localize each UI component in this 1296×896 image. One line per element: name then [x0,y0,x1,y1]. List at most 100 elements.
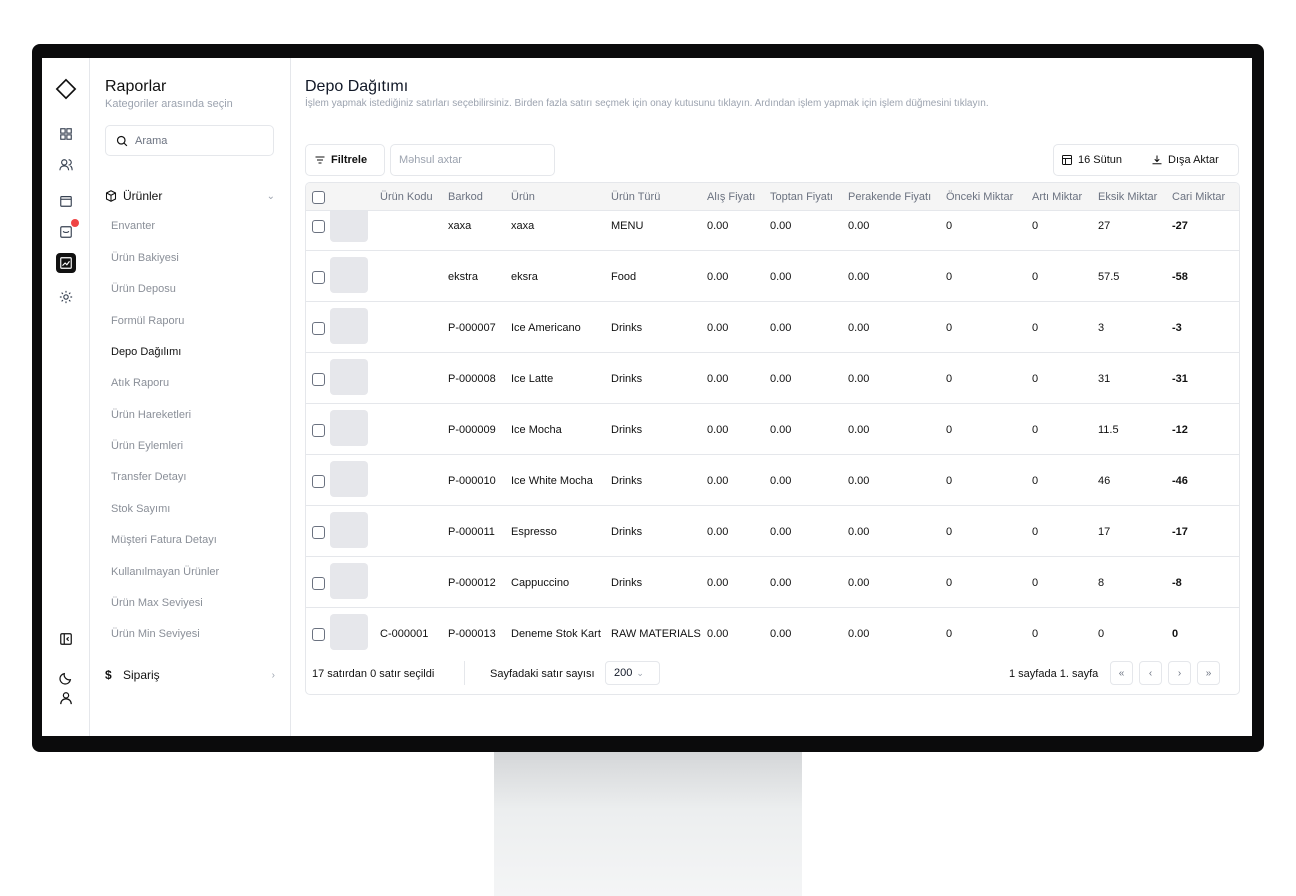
cell-retail-price: 0.00 [848,577,870,589]
row-checkbox[interactable] [312,373,325,386]
product-search-input[interactable] [390,144,555,176]
nav-item-urun-deposu[interactable]: Ürün Deposu [111,283,176,295]
table-row[interactable]: P-000011 Espresso Drinks 0.00 0.00 0.00 … [306,506,1239,557]
theme-icon[interactable] [56,668,76,688]
row-checkbox[interactable] [312,577,325,590]
col-barkod[interactable]: Barkod [448,191,483,203]
nav-item-urun-bakiyesi[interactable]: Ürün Bakiyesi [111,252,179,264]
table-row[interactable]: P-000010 Ice White Mocha Drinks 0.00 0.0… [306,455,1239,506]
product-thumbnail [330,512,368,548]
product-thumbnail [330,461,368,497]
nav-item-urun-min-seviyesi[interactable]: Ürün Min Seviyesi [111,628,200,640]
orders-icon[interactable] [56,219,79,242]
cell-type: Drinks [611,322,643,334]
col-urun-turu[interactable]: Ürün Türü [611,191,661,203]
nav-group-products-label: Ürünler [123,189,163,203]
reports-icon[interactable] [56,253,76,273]
nav-item-formul-raporu[interactable]: Formül Raporu [111,315,185,327]
cell-current-qty: -17 [1172,526,1188,538]
cell-prev-qty: 0 [946,322,953,334]
table-row[interactable]: P-000007 Ice Americano Drinks 0.00 0.00 … [306,302,1239,353]
archive-icon[interactable] [56,191,76,211]
cell-minus-qty: 57.5 [1098,271,1120,283]
filter-button-label: Filtrele [331,154,368,166]
row-checkbox[interactable] [312,322,325,335]
cell-wholesale-price: 0.00 [770,475,792,487]
col-cari-miktar[interactable]: Cari Miktar [1172,191,1226,203]
cell-product: Ice Mocha [511,424,562,436]
col-onceki-miktar[interactable]: Önceki Miktar [946,191,1014,203]
cell-current-qty: -12 [1172,424,1188,436]
row-checkbox[interactable] [312,424,325,437]
nav-search-input[interactable]: Arama [105,125,274,156]
table-row[interactable]: xaxa xaxa MENU 0.00 0.00 0.00 0 0 27 -27 [306,211,1239,251]
dollar-icon: $ [105,668,112,682]
table-row[interactable]: ekstra eksra Food 0.00 0.00 0.00 0 0 57.… [306,251,1239,302]
download-icon [1152,155,1162,165]
export-button[interactable]: Dışa Aktar [1143,144,1227,176]
users-icon[interactable] [56,155,76,175]
row-checkbox[interactable] [312,475,325,488]
last-page-button[interactable]: » [1197,661,1220,685]
filter-button[interactable]: Filtrele [305,144,385,176]
row-checkbox[interactable] [312,271,325,284]
cell-retail-price: 0.00 [848,220,870,232]
col-urun-kodu[interactable]: Ürün Kodu [380,191,433,203]
nav-item-musteri-fatura-detayi[interactable]: Müşteri Fatura Detayı [111,534,217,546]
col-urun[interactable]: Ürün [511,191,535,203]
table-row[interactable]: C-000001 P-000013 Deneme Stok Kart RAW M… [306,608,1239,655]
nav-group-products[interactable]: Ürünler ⌄ [105,187,275,205]
nav-item-atik-raporu[interactable]: Atık Raporu [111,377,170,389]
cell-prev-qty: 0 [946,424,953,436]
nav-item-stok-sayimi[interactable]: Stok Sayımı [111,503,171,515]
cell-plus-qty: 0 [1032,526,1039,538]
cell-wholesale-price: 0.00 [770,322,792,334]
nav-item-urun-max-seviyesi[interactable]: Ürün Max Seviyesi [111,597,203,609]
cell-prev-qty: 0 [946,628,953,640]
nav-item-depo-dagilimi[interactable]: Depo Dağılımı [111,346,182,358]
nav-item-kullanilmayan-urunler[interactable]: Kullanılmayan Ürünler [111,566,220,578]
nav-item-envanter[interactable]: Envanter [111,220,156,232]
columns-button[interactable]: 16 Sütun [1053,144,1130,176]
table-row[interactable]: P-000009 Ice Mocha Drinks 0.00 0.00 0.00… [306,404,1239,455]
cell-minus-qty: 17 [1098,526,1111,538]
cell-plus-qty: 0 [1032,424,1039,436]
footer-divider [464,661,465,685]
table-row[interactable]: P-000012 Cappuccino Drinks 0.00 0.00 0.0… [306,557,1239,608]
cell-type: Drinks [611,424,643,436]
rows-per-page-label: Sayfadaki satır sayısı [490,668,595,680]
col-eksik-miktar[interactable]: Eksik Miktar [1098,191,1158,203]
cell-plus-qty: 0 [1032,271,1039,283]
cell-wholesale-price: 0.00 [770,220,792,232]
product-thumbnail [330,614,368,650]
page-info: 1 sayfada 1. sayfa [1009,668,1099,680]
nav-item-transfer-detayi[interactable]: Transfer Detayı [111,471,187,483]
row-checkbox[interactable] [312,526,325,539]
select-all-checkbox[interactable] [312,191,325,204]
col-toptan-fiyati[interactable]: Toptan Fiyatı [770,191,833,203]
cell-prev-qty: 0 [946,373,953,385]
account-icon[interactable] [56,688,76,708]
table-body: xaxa xaxa MENU 0.00 0.00 0.00 0 0 27 -27… [306,211,1239,655]
cell-type: Drinks [611,577,643,589]
rows-per-page-value: 200 [614,667,633,679]
collapse-icon[interactable] [56,629,76,649]
logo-icon[interactable] [55,78,77,100]
rows-per-page-select[interactable]: 200 ⌄ [605,661,660,685]
nav-item-urun-eylemleri[interactable]: Ürün Eylemleri [111,440,184,452]
next-page-button[interactable]: › [1168,661,1191,685]
dashboard-icon[interactable] [56,124,76,144]
cell-minus-qty: 0 [1098,628,1105,640]
first-page-button[interactable]: « [1110,661,1133,685]
col-arti-miktar[interactable]: Artı Miktar [1032,191,1083,203]
row-checkbox[interactable] [312,220,325,233]
settings-icon[interactable] [56,287,76,307]
nav-item-urun-hareketleri[interactable]: Ürün Hareketleri [111,409,192,421]
col-perakende-fiyati[interactable]: Perakende Fiyatı [848,191,932,203]
row-checkbox[interactable] [312,628,325,641]
nav-group-orders[interactable]: $ Sipariş › [105,666,275,684]
col-alis-fiyati[interactable]: Alış Fiyatı [707,191,756,203]
table-row[interactable]: P-000008 Ice Latte Drinks 0.00 0.00 0.00… [306,353,1239,404]
prev-page-button[interactable]: ‹ [1139,661,1162,685]
cell-minus-qty: 31 [1098,373,1111,385]
